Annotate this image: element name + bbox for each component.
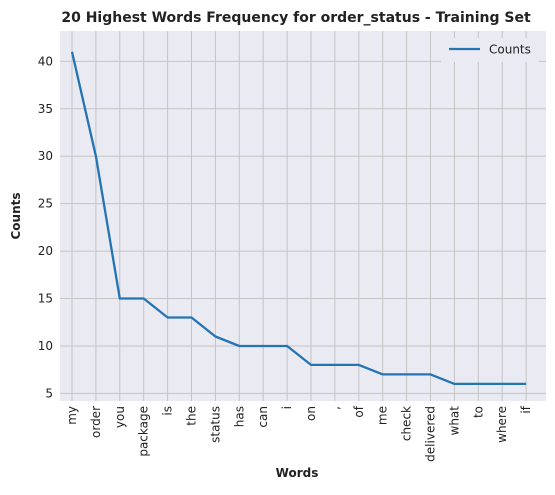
x-tick-label: delivered: [424, 406, 438, 462]
y-tick-label: 10: [38, 339, 53, 353]
x-tick-label: order: [89, 406, 103, 438]
x-tick-label: of: [352, 405, 366, 417]
x-tick-label: is: [161, 406, 175, 416]
x-tick-label: where: [495, 406, 509, 443]
x-tick-label: package: [137, 406, 151, 457]
x-tick-label: my: [65, 406, 79, 425]
y-tick-labels: 5 10 15 20 25 30 35 40: [38, 54, 53, 400]
x-tick-label: status: [208, 406, 222, 443]
x-tick-label: check: [400, 406, 414, 441]
y-tick-label: 5: [45, 386, 53, 400]
y-tick-label: 20: [38, 244, 53, 258]
y-tick-label: 40: [38, 54, 53, 68]
x-tick-label: the: [185, 406, 199, 426]
y-tick-label: 30: [38, 149, 53, 163]
x-tick-label: you: [113, 406, 127, 428]
x-tick-label: to: [471, 406, 485, 418]
y-tick-label: 35: [38, 102, 53, 116]
series-line-counts: [70, 51, 527, 386]
x-tick-label: on: [304, 406, 318, 421]
legend: Counts: [441, 38, 539, 62]
x-tick-label: what: [447, 406, 461, 436]
chart-title: 20 Highest Words Frequency for order_sta…: [61, 10, 531, 26]
y-tick-label: 15: [38, 292, 53, 306]
y-axis-label: Counts: [9, 192, 23, 239]
x-axis-label: Words: [276, 466, 319, 480]
x-tick-label: has: [232, 406, 246, 427]
x-tick-label: me: [376, 406, 390, 425]
x-tick-labels: my order you package is the status has can i on, of…: [65, 405, 533, 462]
legend-label-counts: Counts: [489, 43, 531, 57]
plot-area: [60, 31, 546, 401]
x-tick-label: can: [256, 406, 270, 428]
x-tick-label: ,: [328, 406, 342, 410]
x-tick-label: if: [519, 405, 533, 413]
x-tick-label: i: [280, 406, 294, 409]
y-tick-label: 25: [38, 197, 53, 211]
